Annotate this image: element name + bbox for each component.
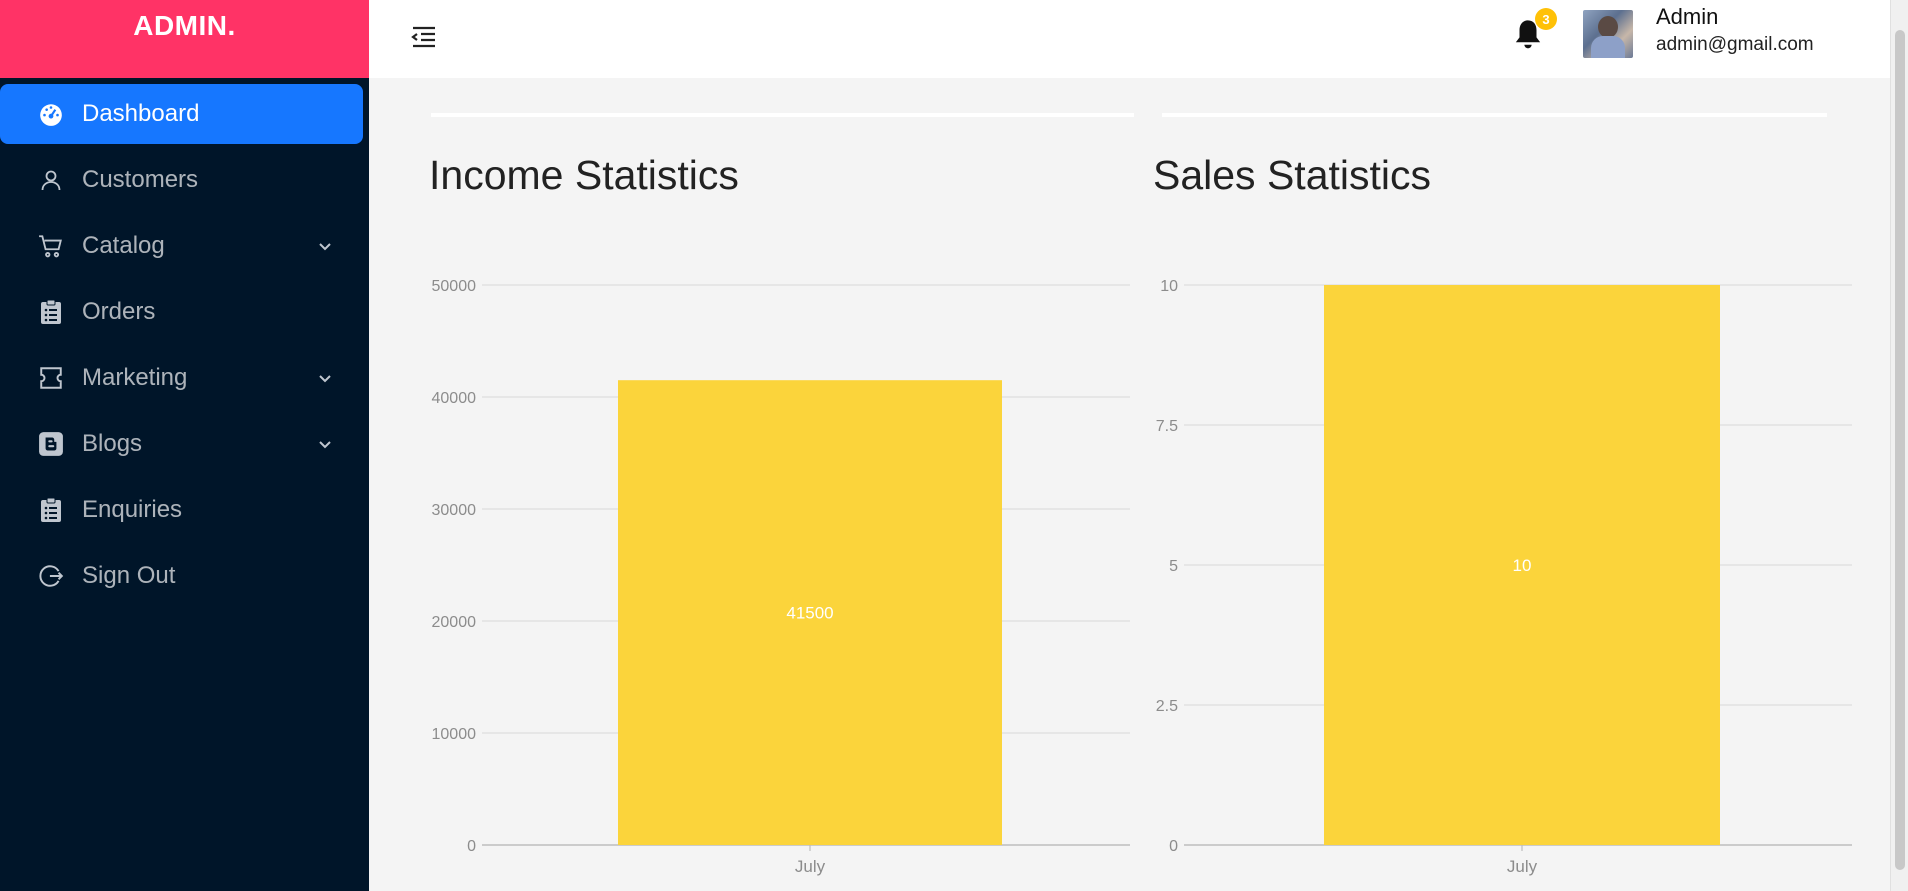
sidebar-item-label: Sign Out (82, 562, 176, 589)
sidebar-item-label: Customers (82, 166, 199, 193)
bell-icon[interactable] (1513, 18, 1543, 52)
sidebar-item-marketing[interactable]: Marketing (0, 348, 363, 408)
sidebar-item-customers[interactable]: Customers (0, 150, 363, 210)
y-tick-label: 5 (1169, 558, 1178, 575)
y-tick-label: 2.5 (1156, 698, 1178, 715)
sidebar-item-dashboard[interactable]: Dashboard (0, 84, 363, 144)
ticket-icon (38, 365, 64, 391)
chevron-down-icon[interactable] (317, 370, 333, 386)
sidebar-item-label: Dashboard (82, 100, 200, 127)
y-tick-label: 40000 (432, 390, 477, 407)
y-tick-label: 30000 (432, 502, 477, 519)
clipboard-icon (38, 299, 64, 325)
card-divider (431, 113, 1134, 117)
chevron-down-icon[interactable] (317, 238, 333, 254)
chevron-down-icon[interactable] (317, 436, 333, 452)
y-tick-label: 0 (467, 838, 476, 855)
bar-data-label: 10 (1513, 556, 1532, 575)
chart-title-income: Income Statistics (429, 152, 739, 198)
sidebar-item-label: Marketing (82, 364, 188, 391)
sidebar-menu: Dashboard Customers Catalog Orders Ma (0, 78, 369, 606)
scrollbar-thumb[interactable] (1895, 30, 1905, 870)
sidebar-item-catalog[interactable]: Catalog (0, 216, 363, 276)
vertical-scrollbar[interactable] (1890, 0, 1908, 891)
y-tick-label: 10 (1160, 278, 1178, 295)
user-name: Admin (1656, 4, 1719, 29)
y-tick-label: 10000 (432, 726, 477, 743)
sidebar: ADMIN. Dashboard Customers Catalog O (0, 0, 369, 891)
sidebar-item-label: Enquiries (82, 496, 183, 523)
y-tick-label: 50000 (432, 278, 477, 295)
y-tick-label: 7.5 (1156, 418, 1178, 435)
brand-text: ADMIN. (133, 10, 236, 41)
clipboard-icon (38, 497, 64, 523)
dashboard-icon (38, 101, 64, 127)
sidebar-item-orders[interactable]: Orders (0, 282, 363, 342)
chart-title-sales: Sales Statistics (1153, 152, 1431, 198)
chart-bar[interactable] (618, 380, 1002, 845)
sidebar-item-label: Catalog (82, 232, 165, 259)
sign-out-icon (38, 563, 64, 589)
brand-logo[interactable]: ADMIN. (0, 0, 369, 78)
notification-badge: 3 (1535, 8, 1557, 30)
x-tick-label: July (1507, 857, 1538, 876)
sidebar-item-label: Orders (82, 298, 156, 325)
top-header: 3 Admin admin@gmail.com (369, 0, 1908, 78)
sidebar-item-enquiries[interactable]: Enquiries (0, 480, 363, 540)
user-icon (38, 167, 64, 193)
y-tick-label: 0 (1169, 838, 1178, 855)
chart-bar[interactable] (1324, 285, 1720, 845)
sidebar-item-sign-out[interactable]: Sign Out (0, 546, 363, 606)
sidebar-item-label: Blogs (82, 430, 143, 457)
bar-data-label: 41500 (786, 604, 833, 623)
user-email: admin@gmail.com (1656, 34, 1814, 55)
avatar[interactable] (1583, 10, 1633, 58)
y-tick-label: 20000 (432, 614, 477, 631)
income-chart: 0 10000 20000 30000 40000 50000 41500 July (432, 278, 1130, 876)
menu-fold-icon[interactable] (409, 22, 439, 52)
card-divider (1162, 113, 1827, 117)
cart-icon (38, 233, 64, 259)
blogger-icon (38, 431, 64, 457)
x-tick-label: July (795, 857, 826, 876)
sidebar-item-blogs[interactable]: Blogs (0, 414, 363, 474)
sales-chart: 0 2.5 5 7.5 10 10 July (1156, 278, 1852, 876)
